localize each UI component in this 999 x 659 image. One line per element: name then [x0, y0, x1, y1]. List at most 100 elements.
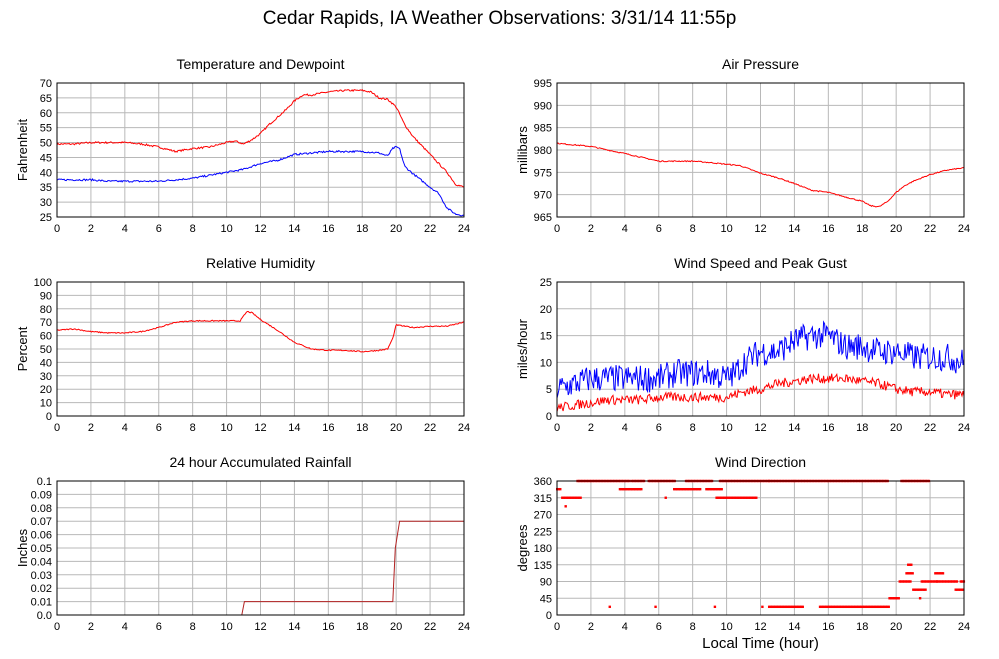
dir-point	[908, 572, 911, 575]
dir-point	[775, 605, 779, 609]
dir-point	[846, 605, 849, 609]
dir-point	[956, 588, 959, 591]
pressure-frame	[556, 82, 965, 218]
pressure-ytick-label: 995	[534, 78, 552, 90]
dir-point	[789, 605, 792, 609]
dir-point	[694, 487, 697, 491]
dir-point	[708, 487, 711, 491]
dir-point	[618, 487, 622, 491]
dir-point	[896, 597, 899, 600]
pressure-ytick-label: 965	[534, 212, 552, 224]
dir-point	[783, 605, 786, 609]
dir-point	[962, 588, 965, 591]
dir-point	[792, 605, 795, 609]
dir-point	[909, 572, 913, 575]
wind-xtick-label: 18	[856, 422, 868, 434]
dir-point	[860, 605, 863, 609]
dir-point	[921, 588, 924, 591]
pressure-xtick-label: 8	[690, 223, 696, 235]
pressure-xtick-label: 0	[554, 223, 560, 235]
rh-ytick-label: 40	[40, 357, 52, 369]
dir-point	[790, 605, 794, 609]
dir-point	[907, 580, 911, 583]
dir-point	[826, 605, 829, 609]
rain-frame	[56, 480, 465, 616]
dir-xtick-label: 20	[890, 621, 902, 633]
dir-xtick-label: 12	[754, 621, 766, 633]
wind-xtick-label: 12	[754, 422, 766, 434]
dir-point	[820, 605, 823, 609]
rain-xtick-label: 4	[122, 621, 128, 633]
wind-ytick-label: 5	[546, 384, 552, 396]
rain-xtick-label: 12	[254, 621, 266, 633]
dir-point	[823, 605, 826, 609]
dir-point	[934, 580, 937, 583]
dir-point	[561, 496, 564, 499]
dir-point	[938, 572, 942, 575]
wind-frame	[556, 281, 965, 417]
dir-point	[574, 496, 578, 499]
dir-point	[954, 580, 957, 583]
dir-point	[832, 605, 835, 609]
dir-point	[959, 580, 963, 583]
dir-ytick-label: 360	[534, 476, 552, 488]
temp-ytick-label: 45	[40, 152, 52, 164]
dir-frame	[556, 480, 965, 616]
dir-point	[769, 605, 772, 609]
dir-point	[929, 580, 933, 583]
dir-point	[748, 496, 752, 499]
dir-point	[735, 496, 738, 499]
rain-ytick-label: 0.1	[37, 476, 52, 488]
rain-ytick-label: 0.03	[31, 570, 52, 582]
dir-point	[957, 588, 960, 591]
dir-point	[886, 605, 889, 609]
temp-series-1-line	[56, 145, 465, 217]
dir-point	[800, 605, 803, 609]
rh-ytick-label: 90	[40, 290, 52, 302]
temp-xtick-label: 2	[88, 223, 94, 235]
pressure-ytick-label: 970	[534, 190, 552, 202]
dir-point	[853, 605, 857, 609]
dir-point	[705, 487, 708, 491]
dir-xtick-label: 18	[856, 621, 868, 633]
wind-ylabel: miles/hour	[515, 318, 530, 379]
dir-ytick-label: 225	[534, 526, 552, 538]
pressure-xtick-label: 20	[890, 223, 902, 235]
rh-xtick-label: 16	[322, 422, 334, 434]
dir-point	[719, 496, 723, 499]
dir-point	[903, 580, 906, 583]
dir-point	[861, 605, 864, 609]
dir-point	[774, 605, 777, 609]
wind-xtick-label: 22	[924, 422, 936, 434]
dir-point	[724, 496, 727, 499]
dir-point	[713, 605, 717, 609]
dir-point	[559, 487, 562, 491]
dir-ytick-label: 315	[534, 493, 552, 505]
dir-point	[912, 588, 915, 591]
dir-point	[938, 580, 942, 583]
wind-series-0-line	[556, 320, 965, 399]
dir-point	[795, 605, 798, 609]
rh-ytick-label: 70	[40, 317, 52, 329]
page-title: Cedar Rapids, IA Weather Observations: 3…	[262, 8, 737, 29]
dir-ytick-label: 135	[534, 560, 552, 572]
dir-xtick-label: 0	[554, 621, 560, 633]
dir-point	[858, 605, 861, 609]
dir-point	[715, 496, 718, 499]
wind-ytick-label: 15	[540, 331, 552, 343]
dir-xtick-label: 24	[958, 621, 970, 633]
dir-point	[571, 496, 575, 499]
wind-xtick-label: 4	[622, 422, 628, 434]
dir-point	[900, 580, 903, 583]
dir-point	[801, 605, 804, 609]
dir-point	[673, 487, 676, 491]
dir-point	[960, 588, 964, 591]
dir-point	[901, 580, 905, 583]
dir-point	[721, 496, 724, 499]
rain-xtick-label: 20	[390, 621, 402, 633]
temp-xtick-label: 18	[356, 223, 368, 235]
dir-point	[952, 580, 956, 583]
temp-ytick-label: 65	[40, 93, 52, 105]
dir-point	[837, 605, 840, 609]
